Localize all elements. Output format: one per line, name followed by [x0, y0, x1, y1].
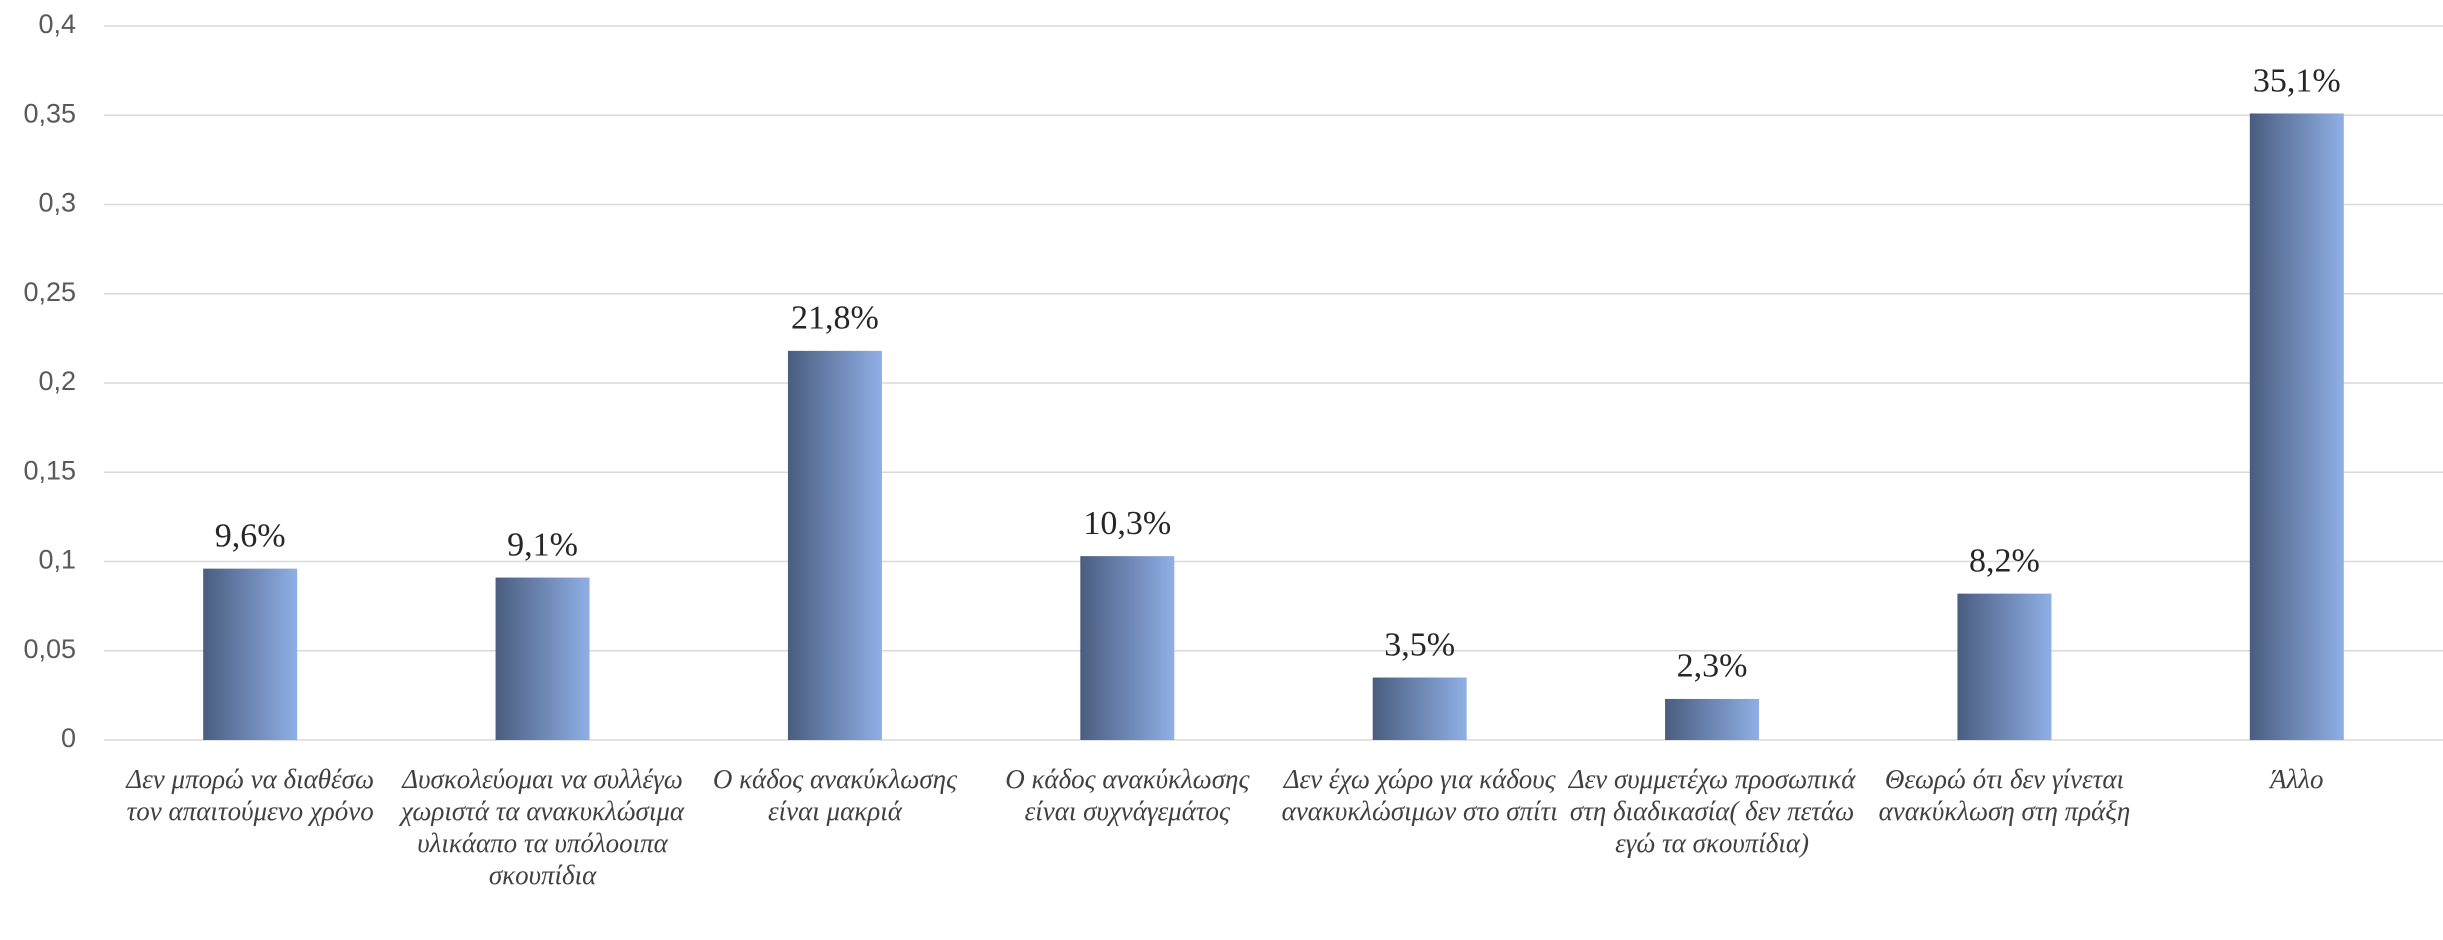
- x-tick-label: Δεν έχω χώρο για κάδους ανακυκλώσιμων στ…: [1281, 764, 1558, 826]
- y-tick-label: 0,4: [38, 9, 76, 39]
- data-label: 9,1%: [507, 526, 578, 563]
- y-tick-label: 0: [61, 723, 76, 753]
- bar: [203, 568, 298, 740]
- data-label: 10,3%: [1083, 505, 1171, 542]
- y-tick-label: 0,1: [38, 545, 76, 575]
- y-tick-label: 0,2: [38, 366, 76, 396]
- data-label: 21,8%: [791, 300, 879, 337]
- bar: [787, 350, 882, 740]
- x-tick-label: Δεν συμμετέχω προσωπικά στη διαδικασία( …: [1568, 764, 1856, 858]
- bar: [1080, 556, 1175, 740]
- x-tick-label: Ο κάδος ανακύκλωσης είναι συχνάγεμάτος: [1005, 764, 1250, 826]
- data-label: 8,2%: [1969, 542, 2040, 579]
- x-tick-label: Άλλο: [2270, 764, 2324, 794]
- x-tick-label: Θεωρώ ότι δεν γίνεται ανακύκλωση στη πρά…: [1878, 764, 2131, 826]
- data-label: 3,5%: [1384, 626, 1455, 663]
- y-tick-label: 0,05: [23, 634, 76, 664]
- x-tick-label: Δεν μπορώ να διαθέσω τον απαιτούμενο χρό…: [126, 764, 375, 826]
- bar: [1372, 677, 1467, 740]
- y-tick-label: 0,25: [23, 277, 76, 307]
- bar: [1957, 593, 2052, 740]
- data-label: 9,6%: [215, 517, 286, 554]
- x-tick-label: Δυσκολεύομαι να συλλέγω χωριστά τα ανακυ…: [401, 764, 685, 890]
- bar: [495, 577, 590, 740]
- data-label: 35,1%: [2253, 62, 2341, 99]
- y-tick-label: 0,35: [23, 98, 76, 128]
- data-label: 2,3%: [1677, 648, 1748, 685]
- y-tick-label: 0,15: [23, 455, 76, 485]
- bar: [2249, 113, 2344, 741]
- x-tick-label: Ο κάδος ανακύκλωσης είναι μακριά: [712, 764, 958, 826]
- y-tick-label: 0,3: [38, 188, 76, 218]
- bar: [1665, 698, 1760, 740]
